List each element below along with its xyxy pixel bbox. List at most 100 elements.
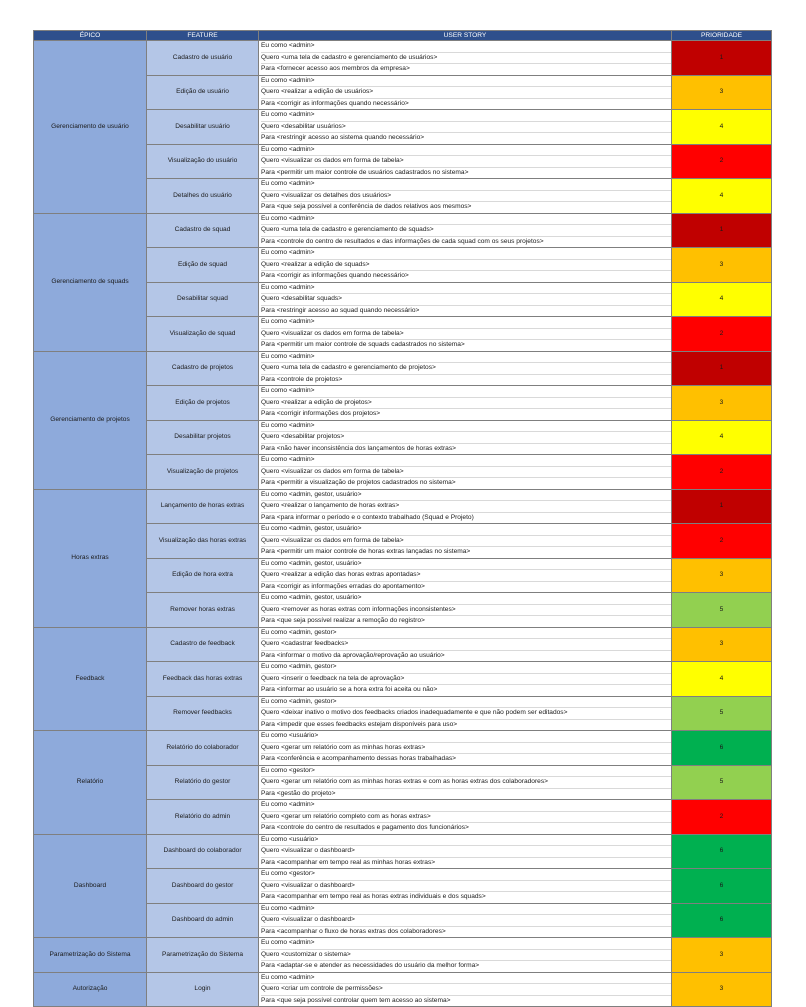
user-story-cell[interactable]: Eu como <admin, gestor> Quero <inserir o … bbox=[258, 661, 672, 697]
epic-cell[interactable]: Gerenciamento de usuário bbox=[33, 40, 147, 214]
priority-cell[interactable]: 2 bbox=[671, 316, 772, 352]
user-story-cell[interactable]: Eu como <admin> Quero <uma tela de cadast… bbox=[258, 350, 672, 386]
feature-cell[interactable]: Dashboard do gestor bbox=[146, 868, 259, 904]
feature-cell[interactable]: Edição de usuário bbox=[146, 74, 259, 110]
user-story-cell[interactable]: Eu como <admin> Quero <realizar a edição … bbox=[258, 247, 672, 283]
user-story-cell[interactable]: Eu como <usuário> Quero <gerar um relatór… bbox=[258, 730, 672, 766]
priority-cell[interactable]: 6 bbox=[671, 902, 772, 938]
priority-cell[interactable]: 3 bbox=[671, 937, 772, 973]
priority-cell[interactable]: 4 bbox=[671, 109, 772, 145]
feature-cell[interactable]: Cadastro de projetos bbox=[146, 350, 259, 386]
feature-cell[interactable]: Cadastro de squad bbox=[146, 212, 259, 248]
user-story-cell[interactable]: Eu como <admin> Quero <criar um controle … bbox=[258, 971, 672, 1007]
feature-cell[interactable]: Visualização de projetos bbox=[146, 454, 259, 490]
user-story-cell[interactable]: Eu como <admin, gestor> Quero <cadastrar … bbox=[258, 626, 672, 662]
header-epic[interactable]: ÉPICO bbox=[33, 30, 147, 41]
user-story-cell[interactable]: Eu como <gestor> Quero <gerar um relatóri… bbox=[258, 764, 672, 800]
user-story-cell[interactable]: Eu como <admin> Quero <desabilitar projet… bbox=[258, 419, 672, 455]
header-feature[interactable]: FEATURE bbox=[146, 30, 259, 41]
priority-cell[interactable]: 1 bbox=[671, 212, 772, 248]
priority-cell[interactable]: 6 bbox=[671, 833, 772, 869]
priority-cell[interactable]: 1 bbox=[671, 40, 772, 76]
user-story-cell[interactable]: Eu como <admin> Quero <uma tela de cadast… bbox=[258, 40, 672, 76]
priority-cell[interactable]: 6 bbox=[671, 730, 772, 766]
feature-cell[interactable]: Feedback das horas extras bbox=[146, 661, 259, 697]
user-story-cell[interactable]: Eu como <admin> Quero <uma tela de cadast… bbox=[258, 212, 672, 248]
user-story-cell[interactable]: Eu como <admin> Quero <gerar um relatório… bbox=[258, 799, 672, 835]
priority-cell[interactable]: 5 bbox=[671, 592, 772, 628]
user-story-cell[interactable]: Eu como <admin> Quero <visualizar os dado… bbox=[258, 454, 672, 490]
user-story-cell[interactable]: Eu como <usuário> Quero <visualizar o das… bbox=[258, 833, 672, 869]
feature-cell[interactable]: Desabilitar usuário bbox=[146, 109, 259, 145]
priority-cell[interactable]: 1 bbox=[671, 350, 772, 386]
priority-cell[interactable]: 4 bbox=[671, 661, 772, 697]
epic-cell[interactable]: Dashboard bbox=[33, 833, 147, 938]
feature-cell[interactable]: Edição de projetos bbox=[146, 385, 259, 421]
priority-cell[interactable]: 3 bbox=[671, 557, 772, 593]
feature-cell[interactable]: Cadastro de usuário bbox=[146, 40, 259, 76]
feature-cell[interactable]: Relatório do gestor bbox=[146, 764, 259, 800]
user-story-cell[interactable]: Eu como <admin> Quero <desabilitar usuári… bbox=[258, 109, 672, 145]
feature-cell[interactable]: Visualização do usuário bbox=[146, 143, 259, 179]
epic-cell[interactable]: Relatório bbox=[33, 730, 147, 835]
user-story-cell[interactable]: Eu como <admin> Quero <visualizar os dado… bbox=[258, 316, 672, 352]
user-story-cell[interactable]: Eu como <admin> Quero <desabilitar squads… bbox=[258, 281, 672, 317]
table-row: Edição de hora extra Eu como <admin, gest… bbox=[34, 557, 772, 593]
user-story-cell[interactable]: Eu como <gestor> Quero <visualizar o dash… bbox=[258, 868, 672, 904]
feature-cell[interactable]: Edição de hora extra bbox=[146, 557, 259, 593]
header-priority[interactable]: PRIORIDADE bbox=[671, 30, 772, 41]
priority-cell[interactable]: 6 bbox=[671, 868, 772, 904]
story-why-line: Para <impedir que esses feedbacks esteja… bbox=[261, 720, 458, 728]
user-story-cell[interactable]: Eu como <admin> Quero <visualizar o dashb… bbox=[258, 902, 672, 938]
feature-cell[interactable]: Desabilitar projetos bbox=[146, 419, 259, 455]
priority-cell[interactable]: 4 bbox=[671, 281, 772, 317]
feature-cell[interactable]: Login bbox=[146, 971, 259, 1007]
priority-cell[interactable]: 5 bbox=[671, 764, 772, 800]
feature-cell[interactable]: Remover horas extras bbox=[146, 592, 259, 628]
priority-cell[interactable]: 2 bbox=[671, 143, 772, 179]
feature-cell[interactable]: Relatório do admin bbox=[146, 799, 259, 835]
priority-cell[interactable]: 3 bbox=[671, 626, 772, 662]
user-story-cell[interactable]: Eu como <admin, gestor, usuário> Quero <r… bbox=[258, 488, 672, 524]
user-story-cell[interactable]: Eu como <admin> Quero <customizar o siste… bbox=[258, 937, 672, 973]
epic-cell[interactable]: Gerenciamento de projetos bbox=[33, 350, 147, 490]
feature-cell[interactable]: Dashboard do admin bbox=[146, 902, 259, 938]
priority-cell[interactable]: 3 bbox=[671, 74, 772, 110]
priority-cell[interactable]: 3 bbox=[671, 971, 772, 1007]
feature-cell[interactable]: Lançamento de horas extras bbox=[146, 488, 259, 524]
user-story-cell[interactable]: Eu como <admin> Quero <visualizar os deta… bbox=[258, 178, 672, 214]
feature-cell[interactable]: Dashboard do colaborador bbox=[146, 833, 259, 869]
epic-cell[interactable]: Autorização bbox=[33, 971, 147, 1007]
priority-cell[interactable]: 3 bbox=[671, 247, 772, 283]
priority-cell[interactable]: 2 bbox=[671, 454, 772, 490]
header-user-story[interactable]: USER STORY bbox=[258, 30, 672, 41]
user-story-cell[interactable]: Eu como <admin> Quero <realizar a edição … bbox=[258, 385, 672, 421]
feature-cell[interactable]: Parametrização do Sistema bbox=[146, 937, 259, 973]
feature-cell[interactable]: Relatório do colaborador bbox=[146, 730, 259, 766]
epic-cell[interactable]: Parametrização do Sistema bbox=[33, 937, 147, 973]
feature-cell[interactable]: Cadastro de feedback bbox=[146, 626, 259, 662]
priority-cell[interactable]: 4 bbox=[671, 419, 772, 455]
backlog-sheet: ÉPICO FEATURE USER STORY PRIORIDADE Gere… bbox=[33, 30, 772, 1007]
feature-cell[interactable]: Remover feedbacks bbox=[146, 695, 259, 731]
priority-cell[interactable]: 2 bbox=[671, 523, 772, 559]
priority-cell[interactable]: 4 bbox=[671, 178, 772, 214]
priority-cell[interactable]: 2 bbox=[671, 799, 772, 835]
feature-cell[interactable]: Detalhes do usuário bbox=[146, 178, 259, 214]
feature-cell[interactable]: Edição de squad bbox=[146, 247, 259, 283]
user-story-cell[interactable]: Eu como <admin> Quero <realizar a edição … bbox=[258, 74, 672, 110]
feature-cell[interactable]: Desabilitar squad bbox=[146, 281, 259, 317]
epic-cell[interactable]: Horas extras bbox=[33, 488, 147, 628]
feature-cell[interactable]: Visualização das horas extras bbox=[146, 523, 259, 559]
epic-cell[interactable]: Gerenciamento de squads bbox=[33, 212, 147, 352]
epic-cell[interactable]: Feedback bbox=[33, 626, 147, 731]
user-story-cell[interactable]: Eu como <admin, gestor, usuário> Quero <r… bbox=[258, 557, 672, 593]
user-story-cell[interactable]: Eu como <admin, gestor> Quero <deixar ina… bbox=[258, 695, 672, 731]
feature-cell[interactable]: Visualização de squad bbox=[146, 316, 259, 352]
priority-cell[interactable]: 1 bbox=[671, 488, 772, 524]
user-story-cell[interactable]: Eu como <admin, gestor, usuário> Quero <r… bbox=[258, 592, 672, 628]
priority-cell[interactable]: 5 bbox=[671, 695, 772, 731]
user-story-cell[interactable]: Eu como <admin, gestor, usuário> Quero <v… bbox=[258, 523, 672, 559]
priority-cell[interactable]: 3 bbox=[671, 385, 772, 421]
user-story-cell[interactable]: Eu como <admin> Quero <visualizar os dado… bbox=[258, 143, 672, 179]
